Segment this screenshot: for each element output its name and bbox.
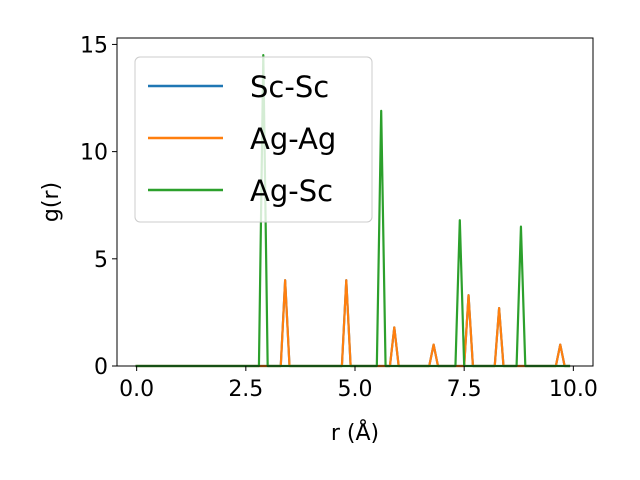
x-axis: 0.0 2.5 5.0 7.5 10.0: [119, 366, 598, 402]
y-axis-label: g(r): [39, 182, 64, 222]
series-line-ag-ag: [135, 279, 571, 368]
x-tick-label: 0.0: [119, 377, 154, 402]
legend-label: Ag-Sc: [250, 174, 333, 208]
x-tick-label: 5.0: [338, 377, 373, 402]
y-tick-label: 5: [94, 248, 108, 273]
y-tick-label: 0: [94, 355, 108, 380]
x-tick-label: 7.5: [447, 377, 482, 402]
x-axis-label: r (Å): [331, 419, 379, 446]
legend-box: [134, 56, 373, 223]
series-line-sc-sc: [135, 279, 571, 368]
y-axis: 0 5 10 15: [80, 33, 117, 380]
y-tick-label: 10: [80, 141, 108, 166]
x-tick-label: 2.5: [228, 377, 263, 402]
legend-label: Ag-Ag: [250, 122, 336, 156]
y-tick-label: 15: [80, 33, 108, 58]
x-tick-label: 10.0: [549, 377, 598, 402]
legend-label: Sc-Sc: [250, 70, 329, 104]
legend: Sc-Sc Ag-Ag Ag-Sc: [134, 56, 373, 223]
